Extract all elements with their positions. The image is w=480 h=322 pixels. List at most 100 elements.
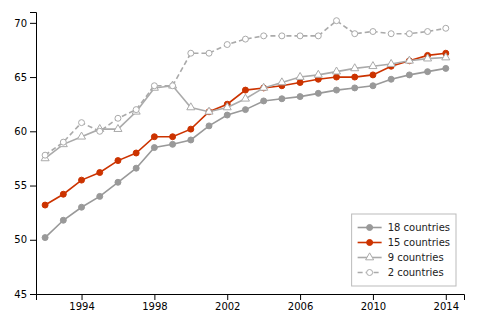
plot: 19941998200220062010201445505560657018 c… [14,13,464,313]
point [424,54,432,61]
x-axis: 1994 1998 2002 2006 2010 2014 [37,294,465,312]
point [260,83,268,90]
tick: 1998 [142,294,167,312]
point [370,83,376,89]
tick: 2002 [215,294,240,312]
point [97,170,103,176]
point [425,69,431,75]
point [388,31,394,37]
point [115,158,121,164]
legend-label: 15 countries [388,237,450,248]
point [224,42,230,48]
marks [41,18,450,241]
point [60,217,66,223]
point [241,94,249,101]
point [315,33,321,39]
point [352,85,358,91]
point [334,87,340,93]
point [352,31,358,37]
point [151,83,157,89]
point [97,128,103,134]
tick: 50 [14,234,36,245]
point [170,141,176,147]
line [45,58,446,159]
series [41,53,450,161]
point [261,33,267,39]
point [205,107,213,114]
tick-label: 55 [14,180,27,191]
point [352,74,358,80]
point [242,107,248,113]
axis-line [30,13,37,295]
point [388,76,394,82]
legend: 18 countries15 countries9 countries2 cou… [352,214,456,286]
legend-item: 15 countries [358,237,450,248]
tick: 1994 [69,294,94,312]
point [332,67,340,74]
axis-line [37,295,465,301]
point [279,96,285,102]
point [296,72,304,79]
tick-mark [227,294,228,300]
tick-label: 2014 [434,301,459,312]
point [405,56,413,63]
point [425,29,431,35]
point [115,115,121,121]
point [78,132,86,139]
point [297,94,303,100]
tick-mark [30,294,36,295]
tick-mark [446,294,447,300]
tick-label: 2010 [361,301,386,312]
legend-label: 9 countries [388,252,444,263]
legend-marker [367,270,373,276]
tick: 60 [14,126,36,137]
point [242,87,248,93]
y-axis: 455055606570 [14,13,36,300]
point [188,137,194,143]
point [206,123,212,129]
point [133,165,139,171]
line [45,21,446,155]
point [442,53,450,60]
line [45,68,446,237]
point [97,193,103,199]
point [406,31,412,37]
point [370,29,376,35]
point [387,59,395,66]
point [133,150,139,156]
tick-label: 2006 [288,301,313,312]
tick-mark [30,131,36,132]
point [151,145,157,151]
point [115,179,121,185]
legend-marker [366,253,374,260]
series [42,18,449,158]
point [42,152,48,158]
point [114,124,122,131]
tick: 70 [14,18,36,29]
tick: 2010 [361,294,386,312]
tick: 2014 [434,294,459,312]
point [60,191,66,197]
point [334,18,340,24]
point [187,103,195,110]
tick-mark [373,294,374,300]
point [151,134,157,140]
tick-label: 70 [14,18,27,29]
point [351,64,359,71]
point [170,83,176,89]
tick: 2006 [288,294,313,312]
legend-item: 2 countries [358,267,444,278]
legend-marker [367,240,373,246]
tick: 55 [14,180,36,191]
point [297,33,303,39]
point [279,33,285,39]
tick-mark [30,23,36,24]
point [369,62,377,69]
tick-label: 65 [14,72,27,83]
point [334,74,340,80]
legend-marker [367,225,373,231]
point [314,70,322,77]
point [79,120,85,126]
point [224,112,230,118]
legend-item: 9 countries [358,252,444,263]
